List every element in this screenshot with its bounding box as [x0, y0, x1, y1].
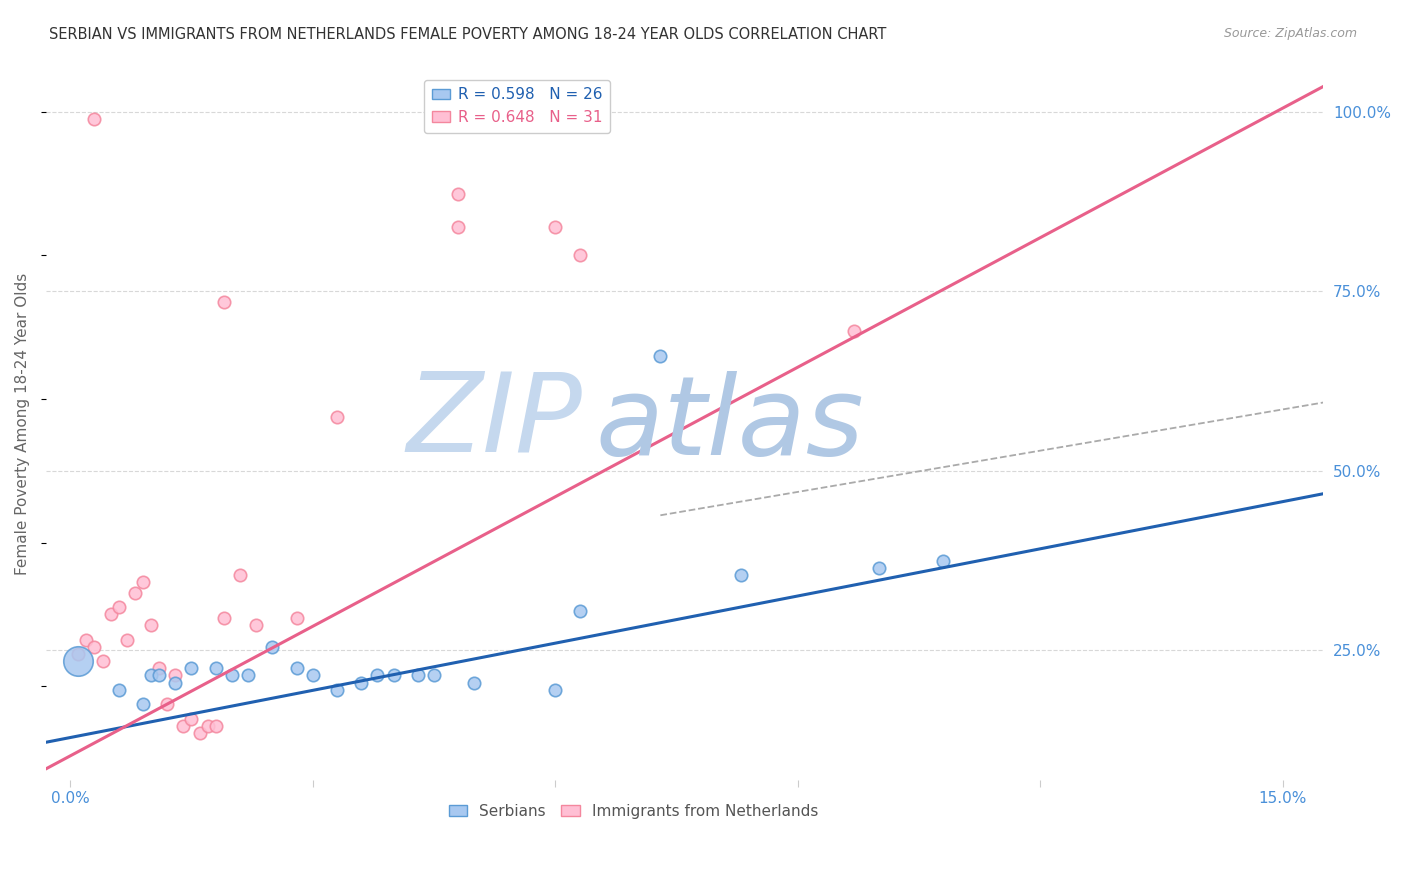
Point [83, 640, 105, 654]
Point [172, 719, 194, 733]
Point [156, 697, 179, 711]
Point [100, 607, 122, 622]
Point [165, 668, 187, 682]
Point [139, 668, 162, 682]
Point [197, 719, 219, 733]
Point [447, 219, 470, 234]
Y-axis label: Female Poverty Among 18-24 Year Olds: Female Poverty Among 18-24 Year Olds [15, 273, 30, 575]
Point [204, 661, 226, 675]
Point [75, 632, 97, 647]
Text: Source: ZipAtlas.com: Source: ZipAtlas.com [1223, 27, 1357, 40]
Point [423, 668, 446, 682]
Text: atlas: atlas [595, 370, 863, 477]
Point [544, 219, 567, 234]
Point [221, 668, 243, 682]
Text: SERBIAN VS IMMIGRANTS FROM NETHERLANDS FEMALE POVERTY AMONG 18-24 YEAR OLDS CORR: SERBIAN VS IMMIGRANTS FROM NETHERLANDS F… [49, 27, 887, 42]
Point [67, 654, 90, 668]
Point [165, 675, 187, 690]
Point [204, 719, 226, 733]
Point [326, 682, 349, 697]
Point [132, 697, 155, 711]
Point [447, 104, 470, 119]
Point [382, 668, 405, 682]
Point [91, 654, 114, 668]
Point [844, 324, 866, 338]
Point [285, 661, 308, 675]
Point [544, 682, 567, 697]
Point [932, 553, 955, 567]
Point [447, 187, 470, 202]
Point [115, 632, 138, 647]
Point [366, 668, 388, 682]
Point [568, 248, 591, 262]
Point [301, 668, 323, 682]
Text: ZIP: ZIP [406, 367, 582, 474]
Point [406, 668, 429, 682]
Point [67, 647, 90, 661]
Point [148, 661, 170, 675]
Point [107, 682, 129, 697]
Point [326, 409, 349, 424]
Point [148, 668, 170, 682]
Point [463, 675, 485, 690]
Point [180, 712, 202, 726]
Point [139, 618, 162, 632]
Point [124, 586, 146, 600]
Point [83, 112, 105, 126]
Point [285, 611, 308, 625]
Point [350, 675, 373, 690]
Point [188, 726, 211, 740]
Point [245, 618, 267, 632]
Point [262, 640, 284, 654]
Point [868, 560, 890, 574]
Legend: Serbians, Immigrants from Netherlands: Serbians, Immigrants from Netherlands [443, 798, 824, 825]
Point [212, 295, 235, 310]
Point [236, 668, 259, 682]
Point [650, 349, 672, 363]
Point [107, 600, 129, 615]
Point [212, 611, 235, 625]
Point [229, 568, 252, 582]
Point [132, 575, 155, 590]
Point [568, 604, 591, 618]
Point [180, 661, 202, 675]
Point [730, 568, 752, 582]
